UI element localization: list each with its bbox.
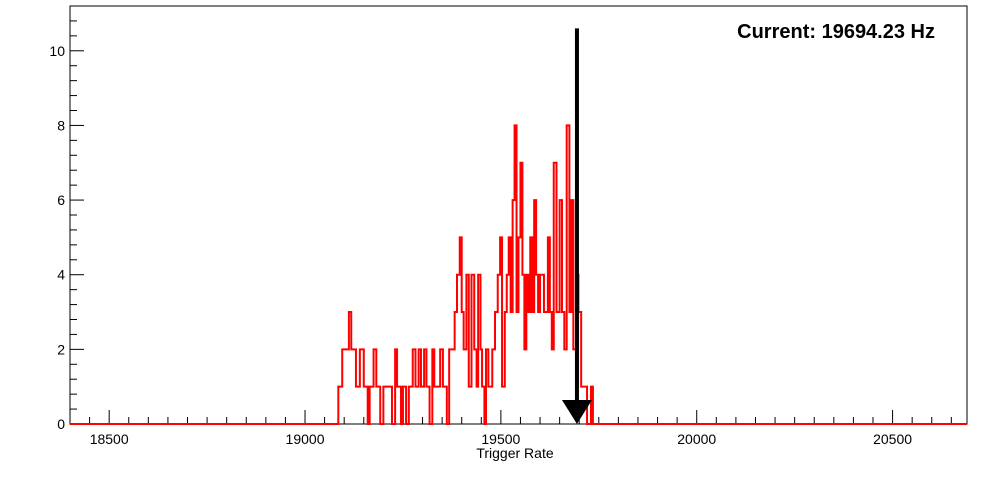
series-layer [70, 124, 967, 425]
x-tick-label: 20000 [677, 431, 716, 447]
x-tick-label: 19000 [286, 431, 325, 447]
x-axis-label: Trigger Rate [476, 445, 554, 461]
arrow-head [561, 400, 592, 424]
y-tick-label: 4 [57, 267, 65, 283]
current-value-arrow [561, 28, 592, 424]
y-tick-label: 10 [49, 43, 65, 59]
y-tick-label: 8 [57, 117, 65, 133]
current-value-annotation: Current: 19694.23 Hz [737, 21, 935, 43]
y-tick-label: 0 [57, 416, 65, 432]
histogram-series-line [70, 124, 967, 425]
y-axis: 0 2 4 6 8 10 [49, 5, 84, 432]
y-tick-label: 6 [57, 192, 65, 208]
x-axis: 18500 19000 19500 20000 20500 [69, 410, 952, 447]
x-tick-label: 20500 [873, 431, 912, 447]
x-tick-label: 19500 [481, 431, 520, 447]
x-tick-label: 18500 [90, 431, 129, 447]
plot-frame [69, 5, 968, 425]
y-tick-label: 2 [57, 341, 65, 357]
